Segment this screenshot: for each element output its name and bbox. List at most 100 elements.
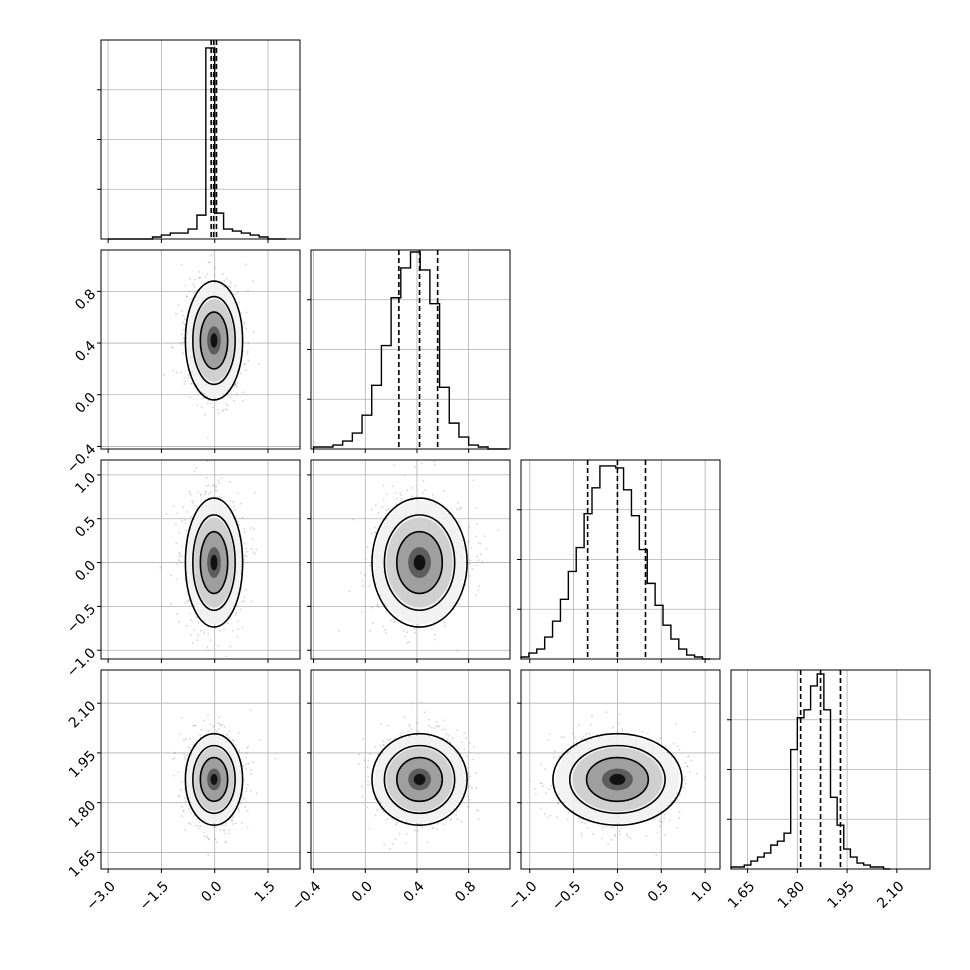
scatter-point	[223, 628, 226, 631]
scatter-point	[192, 743, 195, 745]
scatter-point	[191, 724, 194, 727]
scatter-point	[669, 819, 671, 822]
scatter-point	[231, 819, 234, 822]
scatter-point	[181, 520, 183, 523]
scatter-point	[192, 283, 195, 286]
scatter-point	[601, 826, 604, 828]
scatter-point	[183, 753, 186, 756]
scatter-point	[208, 261, 211, 264]
scatter-point	[176, 563, 179, 565]
scatter-point	[405, 631, 408, 634]
scatter-point	[195, 505, 197, 507]
scatter-point	[431, 826, 434, 829]
scatter-point	[226, 733, 229, 736]
scatter-point	[236, 385, 238, 388]
scatter-point	[206, 395, 209, 398]
scatter-point	[455, 810, 458, 812]
scatter-point	[180, 264, 183, 266]
scatter-point	[382, 484, 385, 487]
scatter-point	[469, 775, 471, 778]
scatter-point	[172, 369, 175, 372]
scatter-point	[223, 285, 226, 288]
scatter-point	[205, 836, 208, 839]
scatter-point	[367, 784, 369, 787]
scatter-point	[193, 724, 196, 727]
scatter-point	[414, 631, 417, 634]
scatter-point	[405, 842, 407, 845]
histogram-step	[730, 673, 891, 870]
scatter-point	[214, 838, 217, 840]
scatter-point	[245, 311, 248, 314]
scatter-point	[187, 599, 190, 602]
density-peak	[413, 554, 426, 571]
scatter-point	[621, 730, 624, 733]
scatter-point	[243, 321, 246, 323]
scatter-point	[413, 628, 416, 631]
scatter-point	[185, 295, 188, 297]
scatter-point	[362, 738, 364, 740]
scatter-point	[382, 740, 385, 743]
panel-frame	[100, 249, 301, 450]
scatter-point	[197, 824, 200, 827]
scatter-point	[217, 727, 220, 730]
scatter-point	[380, 506, 383, 508]
scatter-point	[468, 575, 471, 577]
scatter-point	[245, 756, 248, 759]
scatter-point	[369, 629, 372, 632]
scatter-point	[434, 634, 437, 636]
scatter-point	[247, 359, 250, 362]
scatter-point	[184, 284, 187, 287]
scatter-point	[474, 772, 477, 774]
scatter-point	[406, 641, 409, 644]
scatter-point	[243, 322, 246, 325]
scatter-point	[238, 749, 241, 752]
scatter-point	[383, 629, 386, 631]
scatter-point	[428, 500, 430, 502]
scatter-point	[566, 818, 569, 820]
scatter-point	[177, 304, 180, 307]
scatter-point	[357, 763, 360, 766]
scatter-point	[189, 737, 192, 740]
scatter-point	[497, 529, 499, 532]
scatter-point	[190, 382, 193, 385]
scatter-point	[183, 329, 186, 331]
scatter-point	[239, 372, 242, 375]
scatter-point	[447, 734, 450, 737]
scatter-point	[377, 511, 380, 514]
scatter-point	[404, 474, 406, 477]
scatter-point	[192, 501, 194, 504]
scatter-point	[244, 806, 247, 808]
scatter-point	[549, 814, 552, 817]
scatter-point	[221, 410, 224, 413]
scatter-point	[465, 737, 467, 740]
scatter-point	[249, 773, 252, 775]
scatter-point	[374, 504, 377, 507]
scatter-point	[414, 829, 416, 832]
scatter-point	[188, 612, 191, 615]
scatter-point	[200, 728, 203, 731]
scatter-point	[435, 725, 438, 728]
scatter-point	[387, 508, 389, 510]
scatter-point	[352, 518, 355, 521]
scatter-point	[235, 614, 237, 617]
scatter-point	[456, 729, 459, 731]
scatter-point	[207, 837, 210, 840]
scatter-point	[184, 318, 186, 321]
scatter-point	[433, 460, 436, 463]
density-peak	[210, 333, 218, 348]
scatter-point	[245, 263, 248, 266]
scatter-point	[363, 574, 366, 576]
scatter-point	[461, 741, 463, 744]
scatter-point	[361, 785, 363, 788]
scatter-point	[405, 833, 408, 835]
density-peak	[210, 554, 218, 571]
scatter-point	[223, 279, 226, 282]
scatter-point	[208, 493, 210, 495]
scatter-point	[422, 491, 425, 494]
scatter-point	[548, 733, 551, 735]
scatter-point	[209, 639, 212, 641]
scatter-point	[238, 810, 241, 813]
scatter-point	[646, 732, 649, 735]
scatter-point	[184, 602, 187, 604]
scatter-point	[471, 568, 474, 570]
